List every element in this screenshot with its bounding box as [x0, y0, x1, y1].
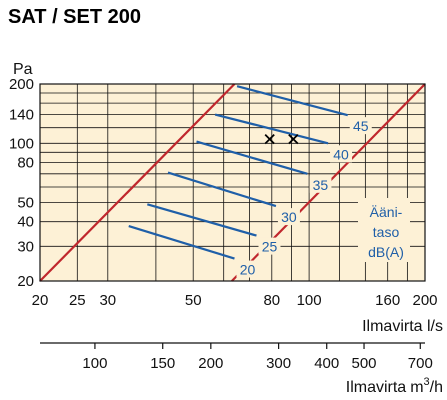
noise-label-bg-25 — [258, 237, 281, 255]
chart-title: SAT / SET 200 — [8, 6, 141, 28]
legend-title-line-3: dB(A) — [368, 244, 404, 260]
noise-line-20 — [128, 225, 235, 260]
noise-label-bg-35 — [309, 175, 332, 193]
secondary-x-axis-label-text: Ilmavirta — [346, 379, 407, 396]
x2-tick-500: 500 — [352, 355, 377, 372]
y-tick-140: 140 — [9, 107, 34, 124]
marker-2-stroke-b — [288, 133, 299, 145]
noise-line-30 — [167, 171, 277, 208]
plot-frame — [39, 83, 426, 282]
noise-label-35: 35 — [313, 177, 329, 193]
secondary-x-axis-label: Ilmavirta m3/h — [346, 376, 443, 396]
noise-label-bg-20 — [236, 260, 259, 278]
x2-tick-700: 700 — [408, 355, 433, 372]
x-tick-200: 200 — [412, 292, 437, 309]
secondary-x-axis-label-unit: m — [410, 379, 423, 396]
legend-title-line-1: Ääni- — [370, 204, 403, 220]
marker-1-stroke-b — [264, 133, 275, 145]
legend-box: Ääni- taso dB(A) — [358, 198, 410, 262]
y-tick-30: 30 — [17, 238, 34, 255]
noise-label-20: 20 — [240, 262, 256, 278]
limit-line-1 — [39, 83, 236, 282]
noise-label-40: 40 — [333, 146, 349, 162]
secondary-x-axis-label-sup: 3 — [424, 376, 430, 388]
y-tick-40: 40 — [17, 214, 34, 231]
x2-tick-200: 200 — [198, 355, 223, 372]
x-tick-20: 20 — [32, 292, 49, 309]
y-tick-labels: 20 30 40 50 80 100 140 200 — [9, 76, 34, 290]
x2-tick-300: 300 — [266, 355, 291, 372]
noise-label-45: 45 — [353, 118, 369, 134]
x2-tick-150: 150 — [150, 355, 175, 372]
x-tick-30: 30 — [99, 292, 116, 309]
x-tick-25: 25 — [69, 292, 86, 309]
y-axis-label: Pa — [13, 61, 33, 78]
noise-line-25 — [147, 203, 257, 237]
x-tick-labels: 20 25 30 50 80 100 160 200 — [32, 292, 438, 309]
secondary-x-axis-label-suffix: /h — [430, 379, 443, 396]
x2-tick-400: 400 — [314, 355, 339, 372]
noise-label-25: 25 — [262, 239, 278, 255]
x-tick-100: 100 — [297, 292, 322, 309]
noise-label-bg-30 — [277, 208, 300, 226]
noise-label-bg-45 — [349, 117, 372, 135]
noise-line-35 — [196, 140, 308, 175]
y-tick-20: 20 — [17, 273, 34, 290]
secondary-x-tick-labels: 100 150 200 300 400 500 700 — [82, 343, 433, 372]
operating-point-markers — [264, 133, 299, 145]
noise-label-bg-40 — [330, 145, 353, 163]
x-tick-50: 50 — [185, 292, 202, 309]
legend-title-line-2: taso — [373, 224, 400, 240]
legend-background — [358, 198, 410, 262]
noise-label-30: 30 — [281, 209, 297, 225]
noise-line-40 — [214, 113, 329, 145]
y-tick-50: 50 — [17, 195, 34, 212]
x2-tick-100: 100 — [82, 355, 107, 372]
y-tick-100: 100 — [9, 135, 34, 152]
x-tick-80: 80 — [263, 292, 280, 309]
y-tick-200: 200 — [9, 76, 34, 93]
x-tick-160: 160 — [375, 292, 400, 309]
x-axis-label: Ilmavirta l/s — [362, 318, 443, 335]
noise-line-45 — [236, 85, 349, 117]
y-tick-80: 80 — [17, 154, 34, 171]
